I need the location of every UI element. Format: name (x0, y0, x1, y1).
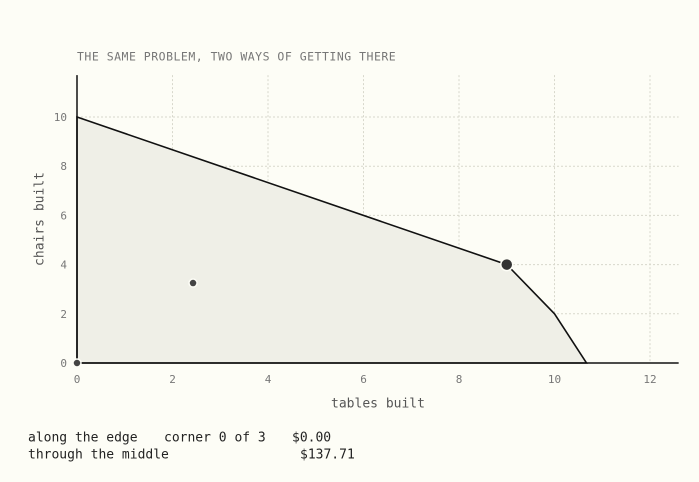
status-text: corner 0 of 3 (164, 431, 266, 446)
y-tick-label: 6 (60, 209, 67, 222)
x-tick-label: 4 (265, 373, 272, 386)
status-text: through the middle (28, 448, 169, 463)
status-text: $0.00 (292, 431, 331, 446)
y-tick-label: 2 (60, 308, 67, 321)
x-tick-label: 8 (456, 373, 463, 386)
point (72, 358, 82, 368)
x-tick-label: 10 (548, 373, 561, 386)
chart-title: THE SAME PROBLEM, TWO WAYS OF GETTING TH… (77, 50, 396, 64)
status-text: along the edge (28, 431, 138, 446)
y-tick-label: 8 (60, 160, 67, 173)
point (188, 278, 198, 288)
x-tick-label: 6 (360, 373, 367, 386)
x-tick-label: 2 (169, 373, 176, 386)
x-axis-label: tables built (331, 397, 425, 412)
y-tick-label: 0 (60, 357, 67, 370)
x-tick-label: 12 (643, 373, 656, 386)
y-tick-label: 10 (54, 111, 67, 124)
status-text: $137.71 (300, 448, 355, 463)
feasible-region (76, 115, 588, 364)
y-axis-label: chairs built (33, 172, 48, 266)
x-tick-label: 0 (74, 373, 81, 386)
y-tick-label: 4 (60, 259, 67, 272)
point (500, 257, 514, 272)
